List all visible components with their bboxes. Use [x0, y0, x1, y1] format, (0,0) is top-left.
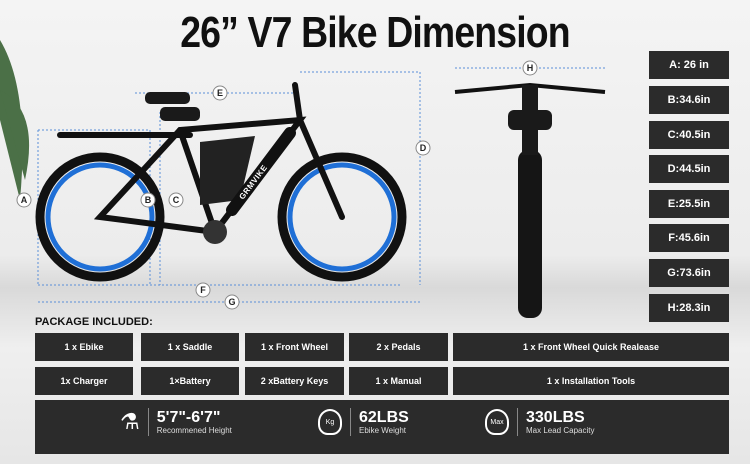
spec-h: H:28.3in: [649, 294, 729, 322]
feature-label: Ebike Weight: [359, 426, 406, 435]
marker-d: D: [415, 140, 431, 156]
package-item: 1 x Installation Tools: [453, 367, 729, 395]
marker-e: E: [212, 85, 228, 101]
package-item: 1 x Front Wheel Quick Realease: [453, 333, 729, 361]
kg-weight-icon: Kg: [318, 409, 342, 435]
feature-value: 5'7"-6'7": [156, 409, 221, 426]
side-view-bike: GRMVIKE: [35, 82, 407, 282]
package-item: 1 x Manual: [349, 367, 448, 395]
dimension-markers: A B C D E F G H: [16, 60, 538, 310]
svg-text:A: A: [21, 195, 28, 205]
feature-label: Max Lead Capacity: [526, 426, 595, 435]
package-item: 1 x Ebike: [35, 333, 133, 361]
feature-panel: ⚗ 5'7"-6'7" Recommened Height Kg 62LBS Ebi…: [35, 400, 729, 454]
spec-e: E:25.5in: [649, 190, 729, 218]
marker-a: A: [16, 192, 32, 208]
feature-height: ⚗ 5'7"-6'7" Recommened Height: [120, 408, 232, 436]
package-item: 1x Charger: [35, 367, 133, 395]
spec-b: B:34.6in: [649, 86, 729, 114]
marker-b: B: [140, 192, 156, 208]
spec-c: C:40.5in: [649, 121, 729, 149]
package-item: 1 x Front Wheel: [245, 333, 344, 361]
marker-c: C: [168, 192, 184, 208]
package-item: 1 x Saddle: [141, 333, 239, 361]
svg-text:E: E: [217, 88, 223, 98]
package-item: 2 xBattery Keys: [245, 367, 344, 395]
svg-text:F: F: [200, 285, 206, 295]
page-title: 26” V7 Bike Dimension: [180, 8, 570, 57]
spec-g: G:73.6in: [649, 259, 729, 287]
height-icon: ⚗: [120, 409, 140, 434]
svg-text:B: B: [145, 195, 152, 205]
marker-g: G: [224, 294, 240, 310]
max-weight-icon: Max: [485, 409, 509, 435]
feature-capacity: Max 330LBS Max Lead Capacity: [485, 408, 594, 436]
package-item: 2 x Pedals: [349, 333, 448, 361]
spec-a: A: 26 in: [649, 51, 729, 79]
package-heading: PACKAGE INCLUDED:: [35, 316, 153, 328]
feature-value: 330LBS: [526, 409, 585, 426]
feature-value: 62LBS: [359, 409, 409, 426]
marker-h: H: [522, 60, 538, 76]
front-view-bike: [454, 82, 606, 318]
spec-d: D:44.5in: [649, 155, 729, 183]
svg-text:G: G: [228, 297, 235, 307]
plant: [0, 40, 30, 200]
spec-f: F:45.6in: [649, 224, 729, 252]
package-item: 1×Battery: [141, 367, 239, 395]
svg-text:H: H: [527, 63, 534, 73]
svg-text:C: C: [173, 195, 180, 205]
svg-text:D: D: [420, 143, 427, 153]
feature-weight: Kg 62LBS Ebike Weight: [318, 408, 409, 436]
feature-label: Recommened Height: [156, 426, 232, 435]
marker-f: F: [195, 282, 211, 298]
